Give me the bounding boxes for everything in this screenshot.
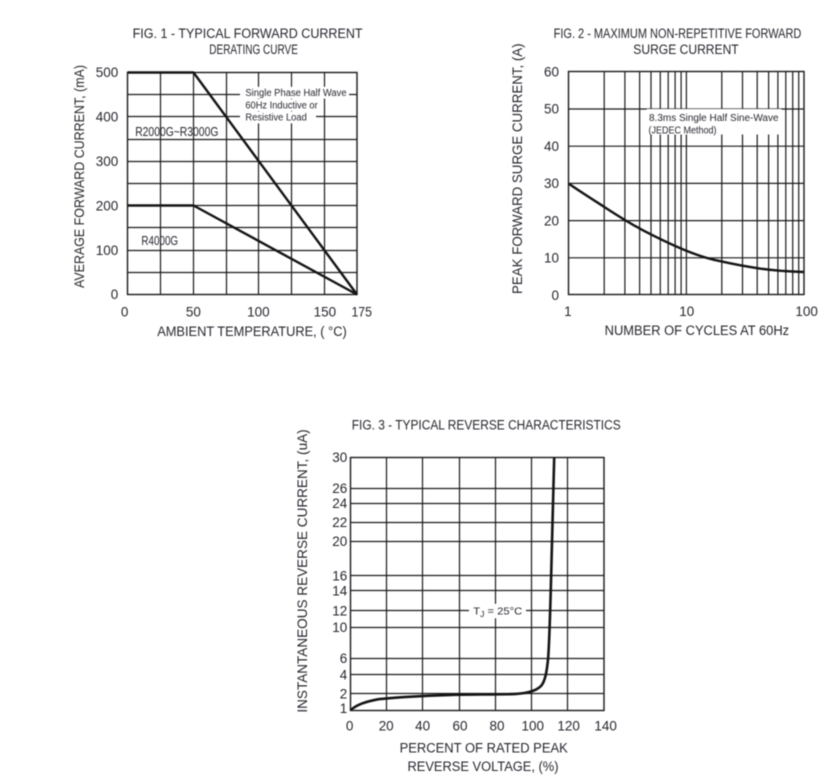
svg-text:120: 120 xyxy=(557,718,580,734)
svg-text:12: 12 xyxy=(332,603,347,619)
svg-text:60: 60 xyxy=(453,718,468,734)
svg-text:400: 400 xyxy=(96,109,119,125)
svg-text:FIG. 2 - MAXIMUM NON-REPETITIV: FIG. 2 - MAXIMUM NON-REPETITIVE FORWARD xyxy=(554,26,802,42)
svg-text:20: 20 xyxy=(332,533,347,549)
svg-text:Single Phase Half Wave: Single Phase Half Wave xyxy=(245,88,347,99)
svg-text:14: 14 xyxy=(332,582,347,598)
svg-text:AVERAGE FORWARD CURRENT, (mA): AVERAGE FORWARD CURRENT, (mA) xyxy=(72,65,88,288)
svg-text:Resistive Load: Resistive Load xyxy=(245,113,306,124)
svg-text:100: 100 xyxy=(96,242,119,258)
svg-text:R2000G~R3000G: R2000G~R3000G xyxy=(135,124,218,139)
svg-text:PEAK FORWARD SURGE CURRENT, (A: PEAK FORWARD SURGE CURRENT, (A) xyxy=(510,43,526,294)
svg-text:PERCENT OF RATED PEAK: PERCENT OF RATED PEAK xyxy=(400,740,569,756)
svg-text:6: 6 xyxy=(340,650,348,666)
svg-text:22: 22 xyxy=(332,514,347,530)
svg-text:NUMBER OF CYCLES AT 60Hz: NUMBER OF CYCLES AT 60Hz xyxy=(605,323,790,339)
svg-text:DERATING CURVE: DERATING CURVE xyxy=(209,42,298,58)
svg-text:24: 24 xyxy=(332,495,347,511)
svg-text:SURGE CURRENT: SURGE CURRENT xyxy=(633,42,739,58)
svg-text:10: 10 xyxy=(332,619,347,635)
svg-text:TJ = 25°C: TJ = 25°C xyxy=(473,606,522,620)
svg-text:40: 40 xyxy=(415,718,430,734)
svg-text:150: 150 xyxy=(314,303,337,319)
svg-text:26: 26 xyxy=(332,480,347,496)
svg-text:0: 0 xyxy=(111,286,119,302)
svg-text:20: 20 xyxy=(379,718,394,734)
svg-text:50: 50 xyxy=(544,101,559,117)
svg-text:30: 30 xyxy=(332,449,347,465)
svg-text:FIG. 3 - TYPICAL REVERSE CHARA: FIG. 3 - TYPICAL REVERSE CHARACTERISTICS xyxy=(352,418,621,434)
svg-text:60: 60 xyxy=(544,64,559,80)
svg-text:500: 500 xyxy=(96,64,119,80)
svg-text:16: 16 xyxy=(332,568,347,584)
svg-text:100: 100 xyxy=(247,303,270,319)
svg-text:40: 40 xyxy=(544,138,559,154)
svg-text:10: 10 xyxy=(679,303,694,319)
svg-text:100: 100 xyxy=(795,303,818,319)
svg-text:200: 200 xyxy=(96,197,119,213)
svg-text:20: 20 xyxy=(544,212,559,228)
svg-text:30: 30 xyxy=(544,175,559,191)
svg-text:1: 1 xyxy=(340,700,348,716)
svg-text:R4000G: R4000G xyxy=(141,233,178,248)
svg-text:60Hz Inductive or: 60Hz Inductive or xyxy=(245,100,318,111)
svg-text:4: 4 xyxy=(340,667,348,683)
svg-text:0: 0 xyxy=(121,303,129,319)
svg-text:0: 0 xyxy=(346,718,354,734)
svg-text:80: 80 xyxy=(490,718,505,734)
svg-text:(JEDEC Method): (JEDEC Method) xyxy=(649,125,717,136)
svg-text:INSTANTANEOUS REVERSE CURRENT,: INSTANTANEOUS REVERSE CURRENT, (uA) xyxy=(295,429,311,712)
svg-text:50: 50 xyxy=(186,303,201,319)
svg-text:100: 100 xyxy=(522,718,545,734)
svg-text:8.3ms Single Half Sine-Wave: 8.3ms Single Half Sine-Wave xyxy=(649,113,779,124)
svg-text:AMBIENT TEMPERATURE, ( °C): AMBIENT TEMPERATURE, ( °C) xyxy=(157,324,347,340)
svg-text:2: 2 xyxy=(340,686,348,702)
svg-text:1: 1 xyxy=(564,303,572,319)
svg-text:300: 300 xyxy=(96,153,119,169)
svg-text:10: 10 xyxy=(544,250,559,266)
svg-text:140: 140 xyxy=(594,718,617,734)
svg-text:0: 0 xyxy=(552,287,560,303)
svg-text:FIG. 1 - TYPICAL FORWARD CURRE: FIG. 1 - TYPICAL FORWARD CURRENT xyxy=(133,26,363,42)
svg-text:175: 175 xyxy=(351,303,372,319)
svg-text:REVERSE VOLTAGE, (%): REVERSE VOLTAGE, (%) xyxy=(407,759,558,775)
